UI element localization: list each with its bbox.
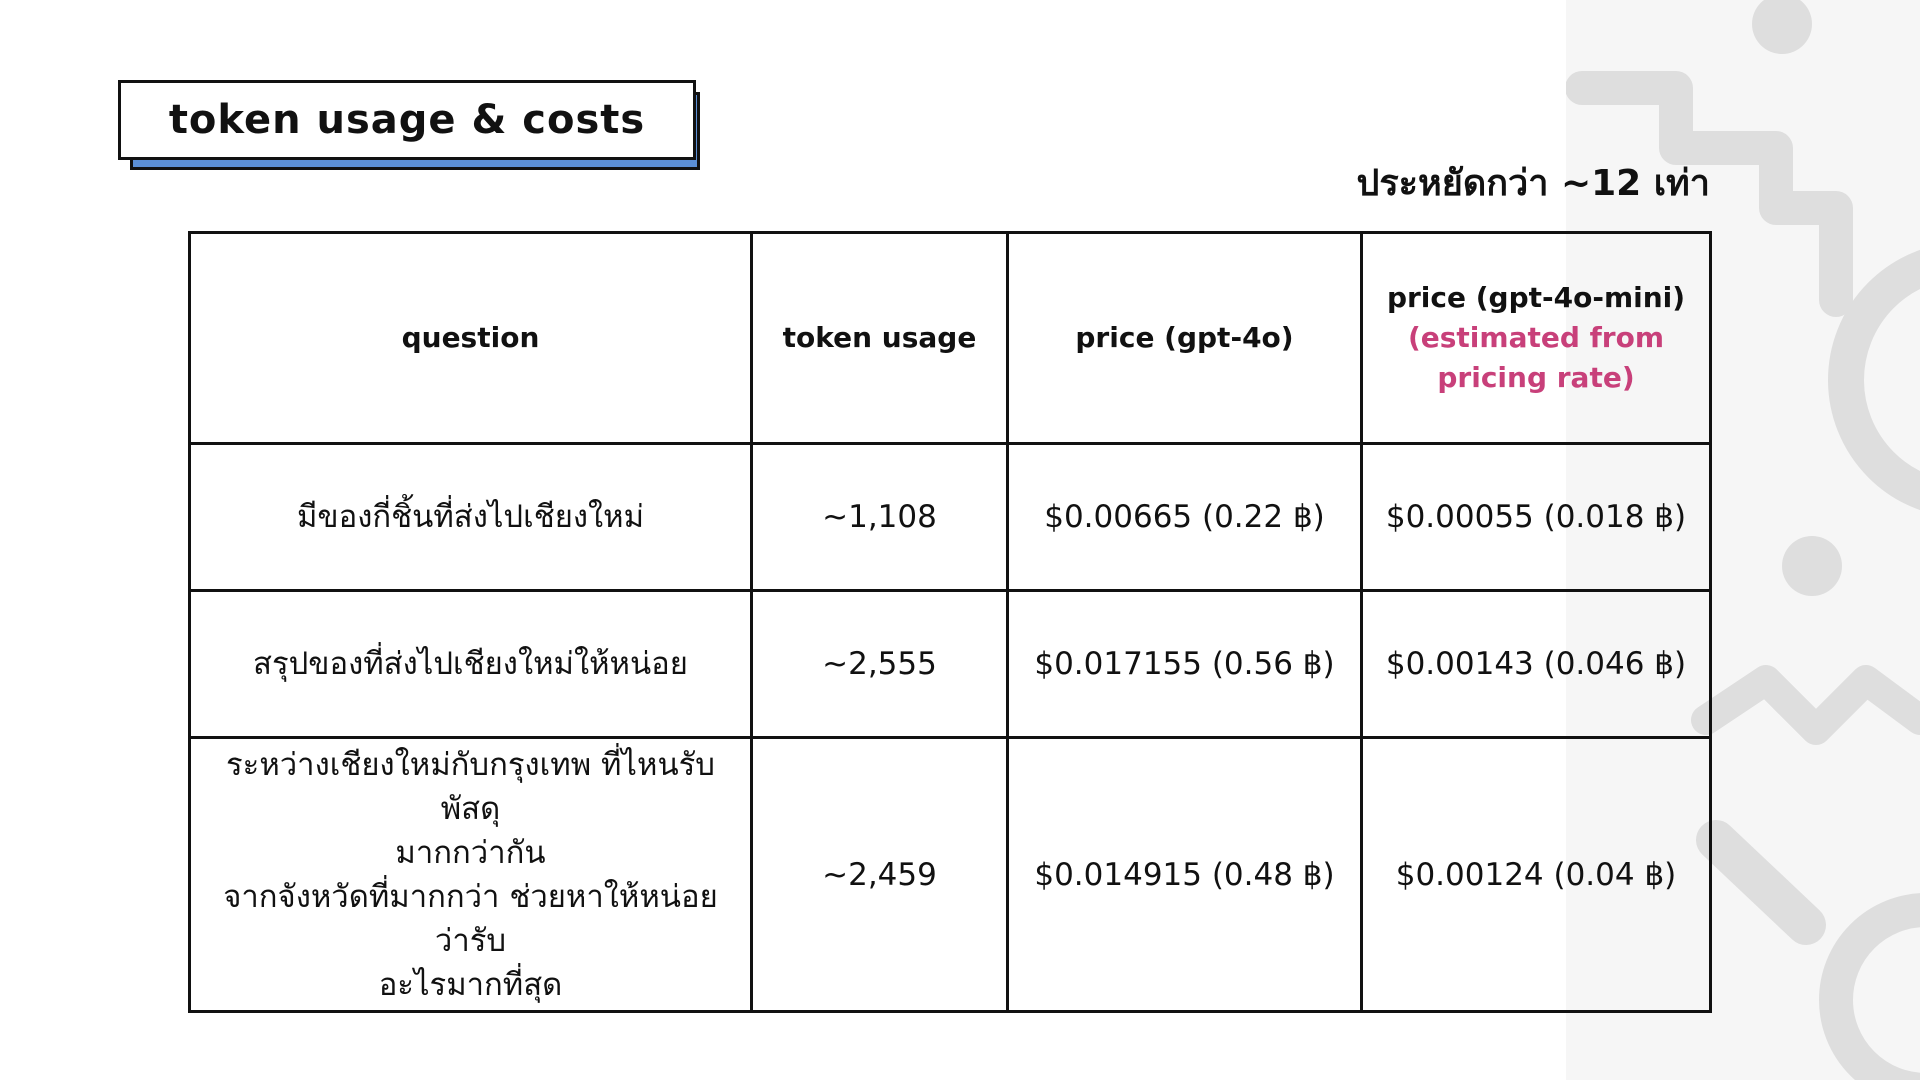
question-cell: มีของกี่ชิ้นที่ส่งไปเชียงใหม่ <box>188 442 753 592</box>
table-row: ระหว่างเชียงใหม่กับกรุงเทพ ที่ไหนรับพัสด… <box>188 736 1712 1013</box>
price-mini-cell: $0.00055 (0.018 ฿) <box>1360 442 1712 592</box>
savings-subtitle: ประหยัดกว่า ~12 เท่า <box>1356 163 1710 204</box>
token-usage-cell: ~2,459 <box>750 736 1009 1013</box>
header-price-mini: price (gpt-4o-mini) (estimated from pric… <box>1360 231 1712 445</box>
price-gpt4o-cell: $0.014915 (0.48 ฿) <box>1006 736 1363 1013</box>
decor-diagonal-bar <box>1696 820 1826 945</box>
decorative-shapes <box>1566 0 1920 1080</box>
question-text-line: ระหว่างเชียงใหม่กับกรุงเทพ ที่ไหนรับพัสด… <box>226 746 715 827</box>
decor-dot-small <box>1782 536 1842 596</box>
table-row: มีของกี่ชิ้นที่ส่งไปเชียงใหม่ ~1,108 $0.… <box>188 442 1712 592</box>
decor-zigzag-top <box>1566 71 1853 317</box>
table-row: สรุปของที่ส่งไปเชียงใหม่ให้หน่อย ~2,555 … <box>188 589 1712 739</box>
question-text-line: จากจังหวัดที่มากกว่า ช่วยหาให้หน่อยว่ารั… <box>223 878 718 959</box>
header-price-gpt4o: price (gpt-4o) <box>1006 231 1363 445</box>
title-card-front: token usage & costs <box>118 80 696 160</box>
table-header-row: question token usage price (gpt-4o) pric… <box>188 231 1712 445</box>
question-text: มีของกี่ชิ้นที่ส่งไปเชียงใหม่ <box>296 499 645 535</box>
title-card: token usage & costs <box>118 80 700 170</box>
token-cost-table: question token usage price (gpt-4o) pric… <box>188 231 1712 1013</box>
question-text-line: อะไรมากที่สุด <box>378 966 563 1003</box>
decor-ring-bottom <box>1819 893 1920 1080</box>
question-cell: ระหว่างเชียงใหม่กับกรุงเทพ ที่ไหนรับพัสด… <box>188 736 753 1013</box>
price-mini-cell: $0.00124 (0.04 ฿) <box>1360 736 1712 1013</box>
decor-ring-right <box>1828 249 1920 511</box>
price-gpt4o-cell: $0.017155 (0.56 ฿) <box>1006 589 1363 739</box>
question-cell: สรุปของที่ส่งไปเชียงใหม่ให้หน่อย <box>188 589 753 739</box>
price-gpt4o-cell: $0.00665 (0.22 ฿) <box>1006 442 1363 592</box>
header-question: question <box>188 231 753 445</box>
decor-circle-top <box>1752 0 1812 54</box>
price-mini-cell: $0.00143 (0.046 ฿) <box>1360 589 1712 739</box>
decor-zigzag-bottom <box>1691 665 1920 745</box>
header-token-usage: token usage <box>750 231 1009 445</box>
header-price-mini-label: price (gpt-4o-mini) <box>1386 281 1686 314</box>
question-text: สรุปของที่ส่งไปเชียงใหม่ให้หน่อย <box>253 646 688 682</box>
header-price-mini-note: (estimated from pricing rate) <box>1407 321 1665 394</box>
question-text-line: มากกว่ากัน <box>395 834 546 871</box>
page-title: token usage & costs <box>168 97 646 143</box>
token-usage-cell: ~2,555 <box>750 589 1009 739</box>
token-usage-cell: ~1,108 <box>750 442 1009 592</box>
